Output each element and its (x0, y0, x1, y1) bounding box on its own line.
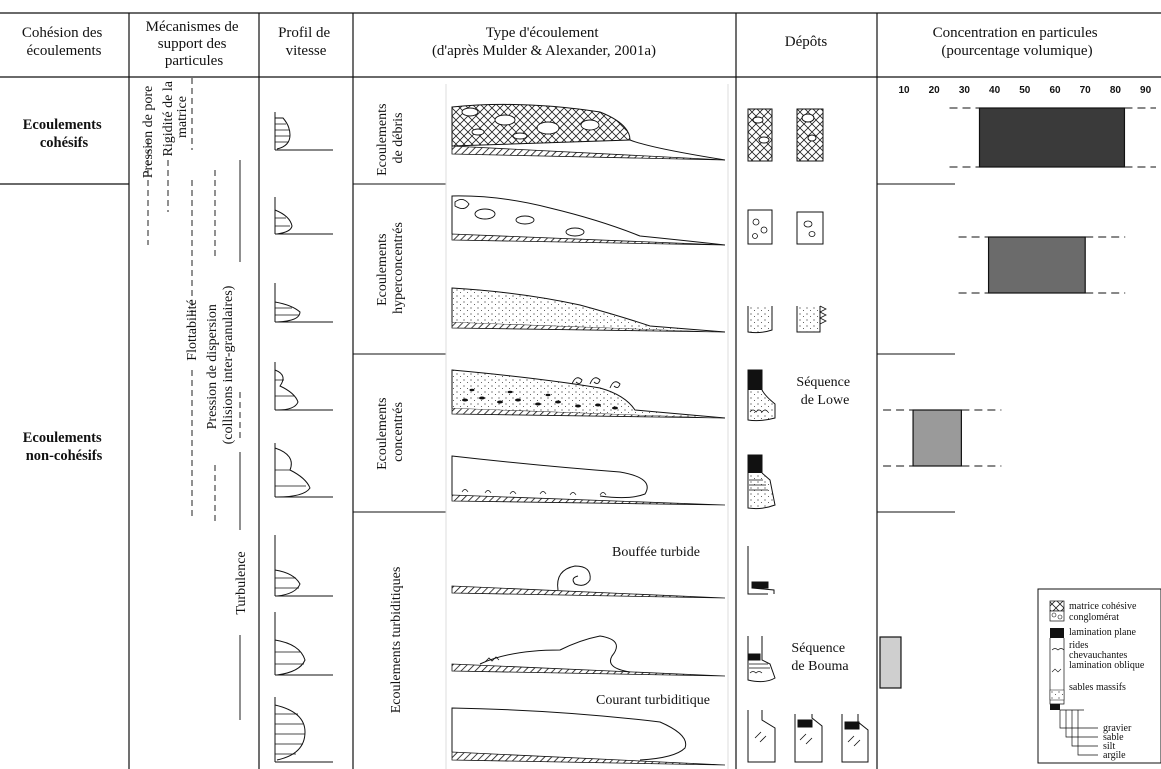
mech-rigidite: Rigidité de la matrice (161, 78, 190, 157)
sketch-turbidity-flow (451, 635, 726, 677)
legend-argile: argile (1103, 750, 1126, 761)
axis-tick-30: 30 (959, 85, 971, 96)
mech-dispersion: Pression de dispersion (collisions inter… (205, 285, 236, 444)
deposit-concentre (747, 472, 776, 510)
velocity-profile-8 (274, 697, 333, 763)
concentration-axis-ticks: 10 20 30 40 50 60 70 80 90 (898, 85, 1151, 96)
deposit-hyper-3 (747, 306, 773, 334)
legend-chevauchantes: chevauchantes (1069, 650, 1127, 661)
legend-matrice: matrice cohésive (1069, 601, 1137, 612)
axis-tick-70: 70 (1080, 85, 1092, 96)
axis-tick-90: 90 (1140, 85, 1152, 96)
deposit-hyper-1 (747, 209, 773, 245)
header-profil: Profil de vitesse (278, 25, 334, 59)
axis-tick-20: 20 (929, 85, 941, 96)
table-grid (0, 12, 1161, 769)
velocity-profiles (274, 112, 333, 763)
mech-pression-pore: Pression de pore (141, 86, 156, 179)
deposit-hyper-2 (796, 211, 824, 245)
annotation-courant: Courant turbiditique (596, 693, 710, 708)
deposits-column: Séquence de Lowe Séquence de Bouma (747, 108, 869, 763)
deposit-courant-3 (841, 714, 869, 763)
legend-sables-massifs: sables massifs (1069, 682, 1126, 693)
axis-tick-10: 10 (898, 85, 910, 96)
annotation-bouffee: Bouffée turbide (612, 545, 700, 560)
deposit-debris-1 (747, 108, 773, 162)
velocity-profile-3 (274, 283, 333, 323)
concentration-bar-3 (912, 409, 962, 467)
mechanisms-column: Pression de pore Rigidité de la matrice … (141, 78, 249, 720)
legend-lamination-plane: lamination plane (1069, 627, 1136, 638)
legend-conglomerat: conglomérat (1069, 612, 1119, 623)
axis-tick-60: 60 (1049, 85, 1061, 96)
concentration-bar-1 (978, 107, 1126, 168)
sketch-bouffee-turbide: Bouffée turbide (451, 545, 726, 599)
concentration-chart: 10 20 30 40 50 60 70 80 90 (879, 85, 1156, 689)
axis-tick-80: 80 (1110, 85, 1122, 96)
mech-turbulence: Turbulence (234, 551, 249, 614)
deposit-bouma (747, 636, 776, 683)
legend-silt: silt (1103, 741, 1115, 752)
concentration-bar-2 (987, 236, 1086, 294)
sketch-courant-turbiditique: Courant turbiditique (451, 693, 726, 766)
axis-tick-50: 50 (1019, 85, 1031, 96)
deposit-courant-1 (747, 710, 776, 763)
legend-gravier: gravier (1103, 723, 1132, 734)
header-concentration: Concentration en particules (pourcentage… (933, 25, 1102, 59)
flow-label-hyperconcentres: Ecoulements hyperconcentrés (375, 222, 406, 314)
label-non-cohesifs: Ecoulements non-cohésifs (23, 430, 106, 464)
sketch-hyper-flow-2 (451, 287, 726, 333)
column-headers: Cohésion des écoulements Mécanismes de s… (22, 19, 1102, 69)
deposit-lowe-top (747, 369, 763, 391)
legend-rides: rides (1069, 640, 1089, 651)
velocity-profile-4 (274, 362, 333, 411)
velocity-profile-5 (274, 443, 333, 498)
flow-label-debris: Ecoulements de débris (375, 100, 406, 176)
deposit-lowe (747, 389, 776, 422)
velocity-profile-1 (274, 112, 333, 151)
axis-tick-40: 40 (989, 85, 1001, 96)
velocity-profile-7 (274, 612, 333, 676)
legend-lamination-oblique: lamination oblique (1069, 660, 1145, 671)
annotation-lowe: Séquence de Lowe (796, 375, 853, 408)
sketch-concentrated-flow-1 (451, 369, 726, 419)
deposit-hyper-4 (796, 306, 821, 333)
concentration-bars (879, 107, 1156, 689)
header-cohesion: Cohésion des écoulements (22, 25, 106, 59)
velocity-profile-6 (274, 535, 333, 597)
sketch-debris-flow (451, 103, 726, 161)
mech-flottabilite: Flottabilité (185, 299, 200, 360)
concentration-bar-4 (879, 636, 902, 689)
sketch-hyper-flow-1 (451, 195, 726, 246)
deposit-concentre-top (747, 454, 763, 474)
label-cohesifs: Ecoulements cohésifs (23, 117, 106, 151)
annotation-bouma: Séquence de Bouma (791, 641, 849, 674)
header-depots: Dépôts (785, 34, 828, 50)
flow-label-turbiditiques: Ecoulements turbiditiques (389, 567, 404, 714)
header-type: Type d'écoulement (d'après Mulder & Alex… (432, 25, 656, 59)
velocity-profile-2 (274, 197, 333, 235)
flow-label-concentres: Ecoulements concentrés (375, 394, 406, 470)
legend-sable: sable (1103, 732, 1124, 743)
header-mecanismes: Mécanismes de support des particules (146, 19, 243, 69)
sketch-concentrated-flow-2 (451, 455, 726, 506)
legend: matrice cohésive conglomérat lamination … (1037, 588, 1161, 764)
deposit-turbid-1 (747, 546, 768, 595)
flow-sketches: Bouffée turbide Courant turbiditique (451, 103, 726, 766)
